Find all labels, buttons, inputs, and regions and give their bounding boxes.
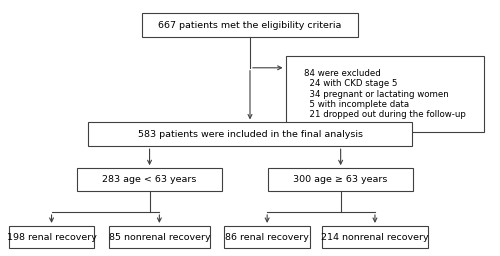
Text: 283 age < 63 years: 283 age < 63 years [102,175,196,184]
FancyBboxPatch shape [8,226,94,248]
FancyBboxPatch shape [322,226,428,248]
Text: 84 were excluded
  24 with CKD stage 5
  34 pregnant or lactating women
  5 with: 84 were excluded 24 with CKD stage 5 34 … [304,69,466,120]
FancyBboxPatch shape [286,57,484,132]
Text: 198 renal recovery: 198 renal recovery [6,233,96,242]
FancyBboxPatch shape [268,168,413,191]
FancyBboxPatch shape [88,122,411,146]
FancyBboxPatch shape [224,226,310,248]
FancyBboxPatch shape [78,168,222,191]
Text: 86 renal recovery: 86 renal recovery [225,233,309,242]
FancyBboxPatch shape [109,226,210,248]
Text: 85 nonrenal recovery: 85 nonrenal recovery [108,233,210,242]
Text: 583 patients were included in the final analysis: 583 patients were included in the final … [138,130,362,139]
Text: 300 age ≥ 63 years: 300 age ≥ 63 years [294,175,388,184]
FancyBboxPatch shape [142,13,358,37]
Text: 667 patients met the eligibility criteria: 667 patients met the eligibility criteri… [158,21,342,30]
Text: 214 nonrenal recovery: 214 nonrenal recovery [321,233,429,242]
